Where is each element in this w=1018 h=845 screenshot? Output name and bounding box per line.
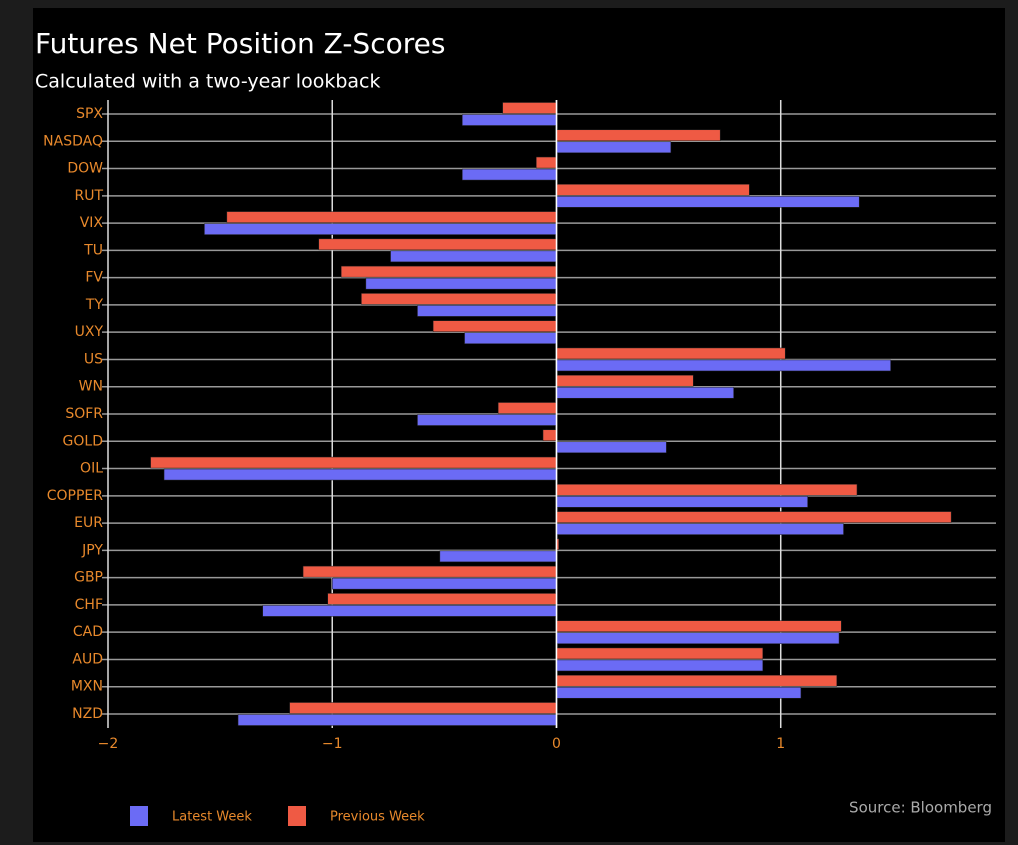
y-tick-label: SPX xyxy=(76,106,103,122)
bar xyxy=(556,674,838,687)
bar xyxy=(237,714,557,726)
y-tick-label: SOFR xyxy=(65,406,103,422)
bar xyxy=(556,484,858,496)
bar xyxy=(502,102,557,114)
bar xyxy=(331,577,557,590)
bar xyxy=(150,456,557,469)
bar xyxy=(361,293,557,305)
bar xyxy=(432,320,557,332)
y-tick-label: VIX xyxy=(80,215,104,231)
x-tick-label: 1 xyxy=(776,736,785,752)
bar xyxy=(556,511,952,523)
y-tick-label: TU xyxy=(83,242,103,258)
y-tick-label: NASDAQ xyxy=(43,133,103,149)
bar xyxy=(556,129,721,142)
bar xyxy=(462,168,557,181)
y-tick-label: NZD xyxy=(72,706,103,722)
x-tick-label: −2 xyxy=(98,736,119,752)
y-tick-label: EUR xyxy=(74,515,103,531)
legend-label: Latest Week xyxy=(172,810,252,825)
x-tick-label: 0 xyxy=(552,736,561,752)
bar xyxy=(340,265,557,278)
bar xyxy=(417,414,557,426)
y-tick-label: UXY xyxy=(75,324,104,340)
y-tick-label: GBP xyxy=(74,570,103,586)
source: Source: Bloomberg xyxy=(849,799,992,817)
chart-subtitle: Calculated with a two-year lookback xyxy=(35,71,380,93)
bar xyxy=(556,347,786,360)
y-tick-label: MXN xyxy=(71,679,103,695)
bar xyxy=(497,402,557,414)
y-tick-label: OIL xyxy=(80,461,103,477)
bar xyxy=(318,238,557,251)
bar xyxy=(417,305,557,317)
bar xyxy=(289,702,557,714)
x-tick-label: −1 xyxy=(322,736,343,752)
y-tick-label: AUD xyxy=(72,651,103,667)
bar xyxy=(542,429,557,442)
legend-swatch xyxy=(288,806,306,826)
bar xyxy=(462,114,557,126)
y-tick-label: GOLD xyxy=(63,433,103,449)
bar xyxy=(556,686,802,699)
bar xyxy=(390,250,557,263)
y-tick-label: TY xyxy=(85,297,104,313)
bar xyxy=(556,141,672,154)
y-tick-label: WN xyxy=(79,379,103,395)
bar xyxy=(556,620,842,632)
bar xyxy=(302,565,557,578)
bar xyxy=(556,496,808,508)
bar xyxy=(556,659,764,672)
bar xyxy=(556,386,734,399)
legend-label: Previous Week xyxy=(330,810,425,825)
bar xyxy=(439,550,557,563)
bar xyxy=(226,211,557,223)
y-tick-label: RUT xyxy=(74,188,103,204)
bar xyxy=(556,359,891,372)
y-tick-label: COPPER xyxy=(47,488,104,504)
bar xyxy=(556,632,840,644)
bar xyxy=(464,332,557,344)
bar xyxy=(204,223,557,235)
bar xyxy=(262,605,557,617)
y-tick-label: CHF xyxy=(75,597,103,613)
legend-swatch xyxy=(130,806,148,826)
bar xyxy=(365,277,557,290)
bar xyxy=(556,647,764,660)
bar xyxy=(556,196,860,208)
y-tick-label: US xyxy=(84,351,103,367)
bar xyxy=(327,593,557,605)
bar xyxy=(556,184,750,196)
bar xyxy=(556,523,844,535)
bar xyxy=(556,441,667,454)
y-tick-label: CAD xyxy=(73,624,103,640)
chart-title: Futures Net Position Z-Scores xyxy=(35,27,445,60)
bar xyxy=(163,468,557,481)
bar xyxy=(536,156,557,169)
y-tick-label: FV xyxy=(85,270,103,286)
y-tick-label: DOW xyxy=(67,161,103,177)
bar xyxy=(556,374,694,387)
y-tick-label: JPY xyxy=(81,542,103,558)
